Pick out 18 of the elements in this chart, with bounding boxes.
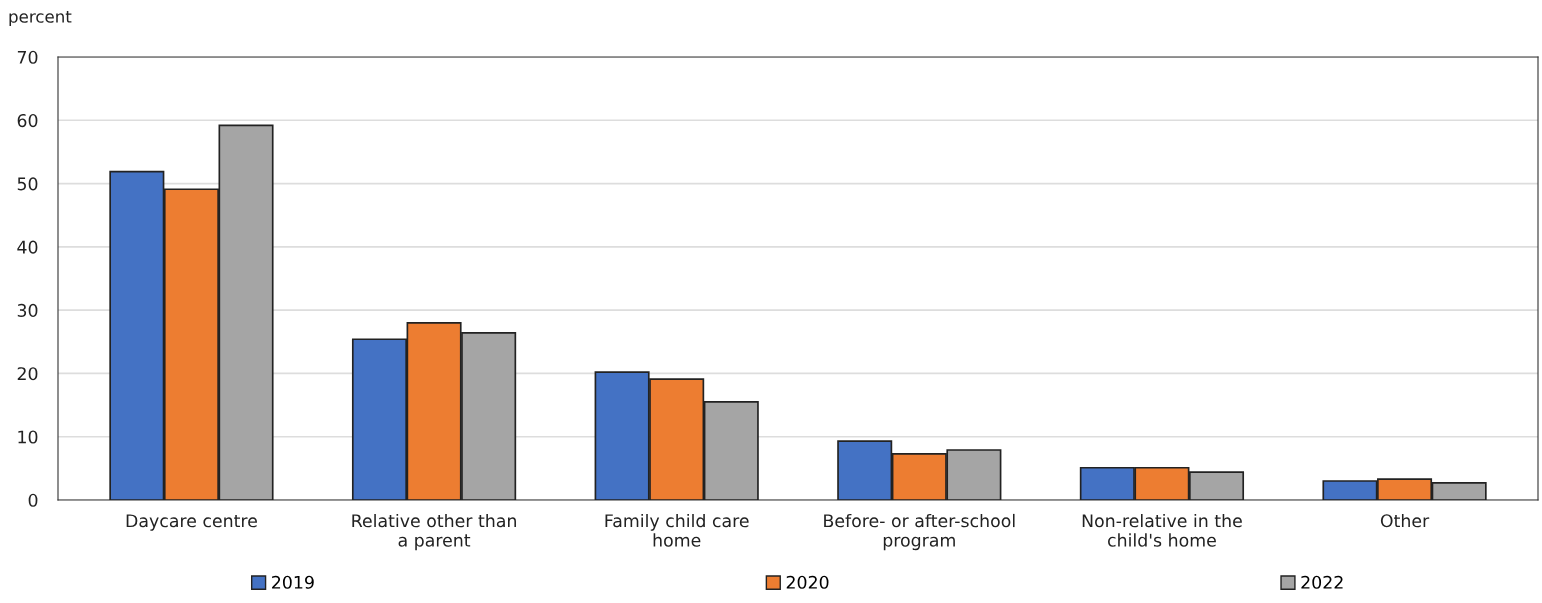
y-tick-label: 20 — [17, 367, 38, 381]
y-tick-label: 40 — [17, 240, 38, 254]
y-tick-label: 50 — [17, 177, 38, 191]
y-tick-label: 60 — [17, 114, 38, 128]
x-tick-label: Other — [1380, 513, 1430, 528]
x-tick-label: Relative other than a parent — [352, 513, 516, 551]
y-tick-label: 30 — [17, 303, 38, 317]
y-tick-label: 0 — [28, 493, 38, 507]
y-tick-label: 10 — [18, 430, 38, 444]
x-tick-label: Before- or after-school program — [824, 513, 1015, 551]
legend-label: 2022 — [1301, 575, 1343, 589]
y-tick-label: 70 — [17, 50, 38, 64]
x-tick-label: Non-relative in the child's home — [1082, 513, 1242, 547]
legend-label: 2019 — [272, 575, 314, 589]
legend-label: 2020 — [786, 575, 829, 589]
x-tick-label: Family child care home — [605, 513, 749, 547]
x-tick-label: Daycare centre — [126, 514, 257, 531]
y-axis-title: percent — [9, 10, 72, 27]
